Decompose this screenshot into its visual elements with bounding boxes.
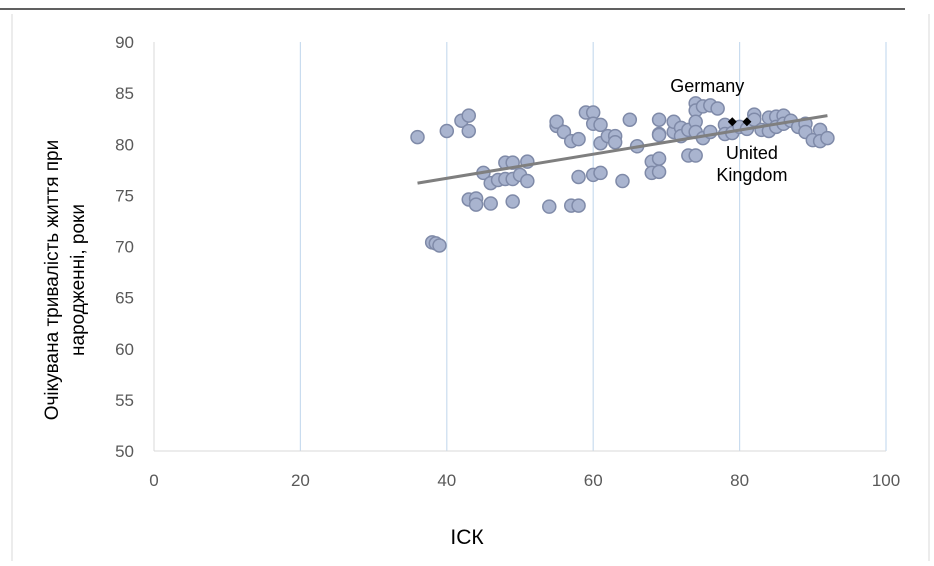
- tick-labels: 50 55 60 65 70 75 80 85 90 0 20 40 60 80 100: [115, 33, 900, 490]
- data-point-19: [505, 194, 520, 209]
- y-tick-label-70: 70: [115, 238, 134, 257]
- data-point-36: [593, 165, 608, 181]
- gridlines: [299, 42, 887, 451]
- y-tick-label-55: 55: [115, 391, 134, 410]
- y-tick-label-85: 85: [115, 84, 134, 103]
- y-axis-title-line-2: народженні, роки: [68, 204, 89, 356]
- data-point-13: [483, 196, 498, 211]
- data-point-29: [571, 198, 586, 213]
- x-axis-title: ІСК: [450, 526, 484, 549]
- data-point-51: [651, 164, 667, 180]
- data-point-30: [571, 169, 586, 185]
- data-point-4: [439, 123, 455, 139]
- y-tick-label-80: 80: [115, 135, 134, 154]
- data-point-0: [410, 129, 425, 145]
- highlight-marker-germany: [727, 117, 737, 127]
- x-tick-label-100: 100: [872, 471, 900, 490]
- data-point-3: [432, 238, 447, 253]
- x-tick-label-0: 0: [149, 471, 158, 490]
- annotation-germany: Germany: [670, 76, 744, 96]
- data-point-42: [615, 173, 630, 189]
- data-point-38: [593, 117, 608, 133]
- data-point-7: [461, 123, 477, 139]
- axes: [153, 42, 886, 452]
- y-axis-title-line-1: Очікувана тривалість життя при: [42, 140, 63, 421]
- x-tick-label-40: 40: [437, 471, 456, 490]
- highlighted-points: [727, 117, 752, 127]
- y-tick-label-75: 75: [115, 186, 134, 205]
- y-tick-label-90: 90: [115, 33, 134, 52]
- data-point-25: [549, 114, 564, 130]
- data-point-62: [688, 148, 703, 163]
- data-point-47: [651, 112, 667, 127]
- highlight-marker-united-kingdom: [742, 117, 752, 127]
- y-tick-label-50: 50: [115, 442, 134, 461]
- data-point-43: [622, 112, 638, 127]
- y-tick-label-60: 60: [115, 340, 134, 359]
- data-point-49: [651, 127, 667, 143]
- x-tick-label-60: 60: [584, 471, 603, 490]
- data-point-10: [468, 197, 484, 212]
- data-point-6: [461, 108, 477, 123]
- annotations: Germany United Kingdom: [670, 76, 787, 185]
- data-point-41: [607, 134, 623, 150]
- data-point-89: [820, 130, 835, 146]
- x-tick-label-80: 80: [730, 471, 749, 490]
- trendline: [417, 114, 828, 185]
- x-tick-label-20: 20: [291, 471, 310, 490]
- y-tick-label-65: 65: [115, 289, 134, 308]
- trendline-group: [417, 114, 828, 185]
- data-point-67: [710, 101, 725, 116]
- annotation-united-kingdom: United Kingdom: [716, 143, 787, 185]
- data-point-23: [542, 199, 557, 214]
- data-point-50: [651, 151, 667, 166]
- data-point-22: [520, 173, 535, 189]
- data-point-31: [571, 131, 586, 147]
